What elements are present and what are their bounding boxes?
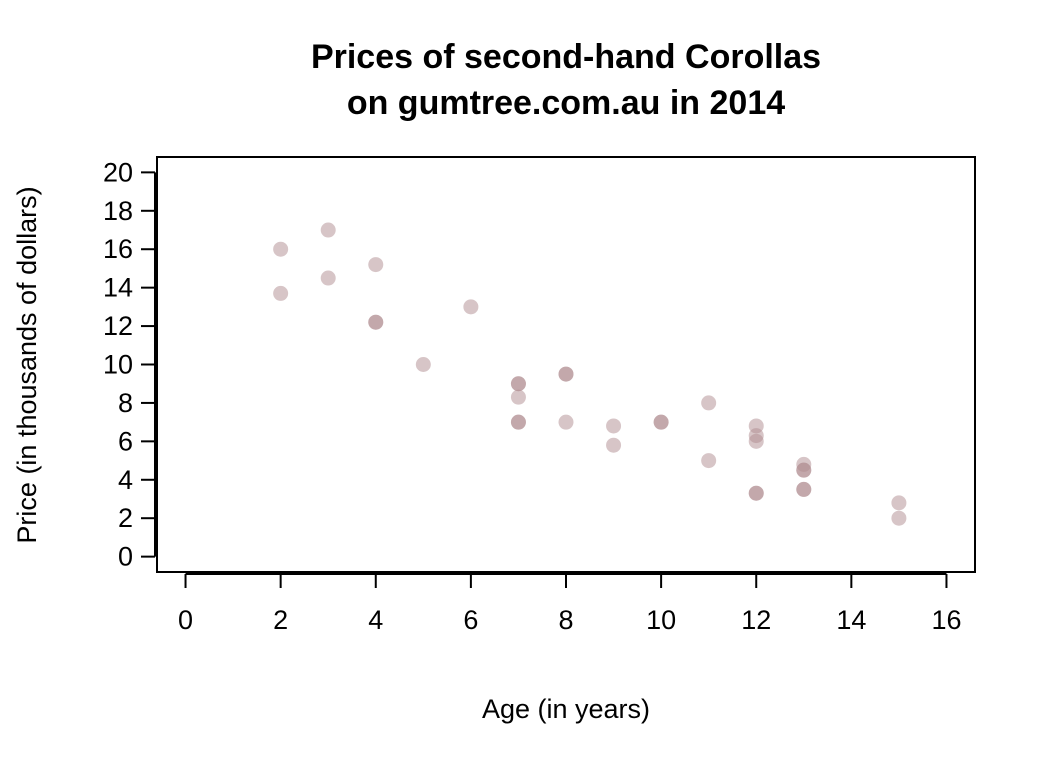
data-point <box>796 462 812 478</box>
data-point <box>748 485 764 501</box>
y-tick-label: 14 <box>103 273 133 303</box>
data-point <box>415 357 431 372</box>
y-tick-label: 18 <box>103 196 133 226</box>
data-point <box>701 395 717 411</box>
data-point <box>368 314 384 330</box>
y-tick-label: 0 <box>118 542 133 572</box>
x-tick-label: 16 <box>931 605 961 635</box>
x-axis: 0 2 4 6 8 10 12 14 16 <box>178 573 961 635</box>
x-tick-label: 0 <box>178 605 193 635</box>
x-tick-label: 4 <box>368 605 383 635</box>
y-tick-label: 6 <box>118 426 133 456</box>
plot-area-frame <box>156 156 976 573</box>
data-point <box>320 222 336 238</box>
x-tick-label: 12 <box>741 605 771 635</box>
data-point <box>368 257 384 273</box>
x-tick-label: 6 <box>463 605 478 635</box>
data-point <box>320 270 336 286</box>
data-point <box>891 510 907 526</box>
x-tick-label: 14 <box>836 605 866 635</box>
data-point <box>653 414 669 430</box>
y-tick-label: 10 <box>103 350 133 380</box>
x-tick-label: 8 <box>558 605 573 635</box>
data-point <box>558 366 574 382</box>
x-axis-label: Age (in years) <box>482 694 650 724</box>
data-point <box>273 241 289 257</box>
y-tick-label: 16 <box>103 234 133 264</box>
data-point <box>891 495 907 511</box>
data-point <box>510 376 526 392</box>
data-point <box>558 414 574 430</box>
data-point <box>463 299 479 315</box>
data-point <box>273 285 289 301</box>
chart-title-line-1: Prices of second-hand Corollas <box>311 38 821 76</box>
x-tick-label: 2 <box>273 605 288 635</box>
data-points <box>273 222 907 526</box>
chart-title-line-2: on gumtree.com.au in 2014 <box>347 84 785 122</box>
y-tick-label: 20 <box>103 157 133 187</box>
data-point <box>606 437 622 453</box>
data-point <box>606 418 622 434</box>
data-point <box>510 414 526 430</box>
y-tick-label: 4 <box>118 465 133 495</box>
y-tick-label: 12 <box>103 311 133 341</box>
y-axis: 0 2 4 6 8 10 12 14 16 18 20 <box>103 157 156 572</box>
y-axis-label: Price (in thousands of dollars) <box>12 186 42 543</box>
y-tick-label: 8 <box>118 388 133 418</box>
x-tick-label: 10 <box>646 605 676 635</box>
data-point <box>701 453 717 469</box>
y-tick-label: 2 <box>118 503 133 533</box>
data-point <box>796 481 812 497</box>
data-point <box>510 389 526 405</box>
data-point <box>748 433 764 449</box>
